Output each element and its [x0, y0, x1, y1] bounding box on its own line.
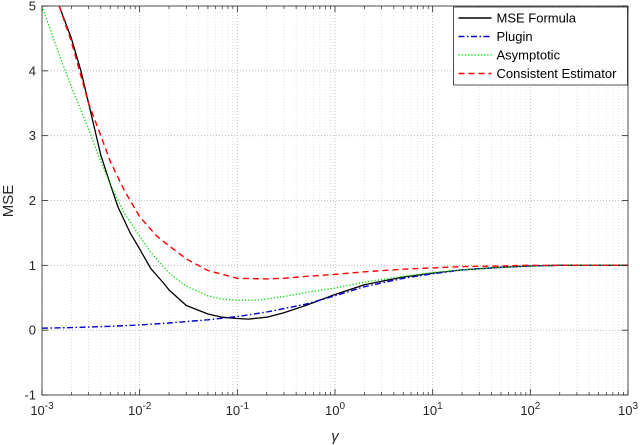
x-tick-label: 103	[618, 401, 638, 418]
legend-label: Consistent Estimator	[497, 66, 618, 81]
series-line-asymptotic	[42, 6, 628, 301]
x-tick-label: 10-2	[128, 401, 152, 418]
y-axis-label: MSE	[0, 185, 17, 218]
series-line-consistent-estimator	[58, 6, 628, 280]
series-lines	[42, 6, 628, 329]
x-tick-label: 10-1	[226, 401, 250, 418]
legend-label: MSE Formula	[497, 11, 577, 26]
y-tick-label: 5	[29, 0, 36, 14]
y-tick-label: 2	[29, 193, 36, 208]
y-tick-label: 4	[29, 63, 36, 78]
y-tick-label: 3	[29, 128, 36, 143]
legend: MSE Formula Plugin Asymptotic Consistent Es…	[453, 6, 628, 86]
y-tick-labels: -1 0 1 2 3 4 5	[24, 0, 36, 403]
x-tick-label: 10-3	[30, 401, 54, 418]
x-tick-labels: 10-3 10-2 10-1 100 101 102 103	[30, 401, 638, 418]
x-tick-label: 101	[423, 401, 443, 418]
legend-box	[453, 6, 628, 86]
x-tick-label: 100	[325, 401, 345, 418]
x-tick-label: 102	[520, 401, 540, 418]
legend-label: Asymptotic	[497, 48, 561, 63]
y-tick-label: 0	[29, 323, 36, 338]
y-tick-label: 1	[29, 258, 36, 273]
y-tick-label: -1	[24, 388, 36, 403]
x-axis-label: γ	[331, 428, 340, 445]
legend-label: Plugin	[497, 29, 533, 44]
